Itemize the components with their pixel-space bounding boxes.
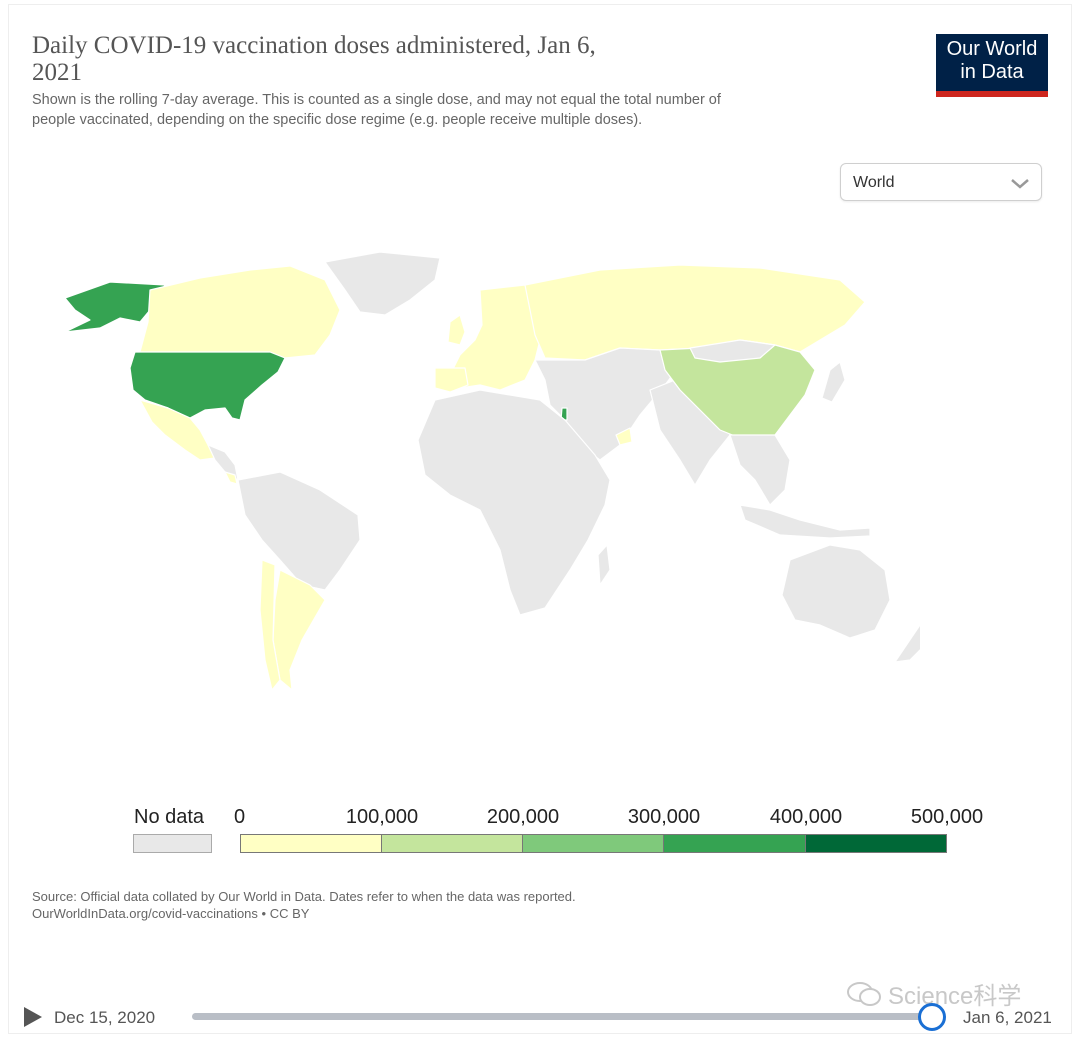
legend-tick-0: 0 <box>234 806 246 828</box>
source-line: Source: Official data collated by Our Wo… <box>32 889 576 904</box>
country-greenland[interactable] <box>324 251 441 316</box>
region-select[interactable]: World <box>840 163 1042 201</box>
country-indonesia[interactable] <box>739 504 871 539</box>
country-israel[interactable] <box>560 407 568 421</box>
country-africa[interactable] <box>417 389 611 616</box>
timeline-start-label: Dec 15, 2020 <box>54 1008 156 1027</box>
country-usa-alaska[interactable] <box>64 281 166 333</box>
legend-bin-3[interactable] <box>522 834 664 853</box>
country-mongolia[interactable] <box>689 339 776 363</box>
country-south-america-north[interactable] <box>237 471 361 591</box>
source-link[interactable]: OurWorldInData.org/covid-vaccinations • … <box>32 905 310 921</box>
country-madagascar[interactable] <box>597 544 611 586</box>
legend-tick-300000: 300,000 <box>627 806 701 828</box>
timeline-handle[interactable] <box>918 1003 946 1031</box>
country-usa[interactable] <box>129 351 286 421</box>
legend-no-data-swatch <box>133 834 212 853</box>
map-legend: No data 0 100,000 200,000 300,000 400,00… <box>0 800 1080 860</box>
country-costa-rica[interactable] <box>224 471 238 485</box>
timeline-end-label: Jan 6, 2021 <box>963 1008 1052 1027</box>
chart-title: Daily COVID-19 vaccination doses adminis… <box>32 32 596 86</box>
country-japan[interactable] <box>821 361 846 403</box>
watermark: Science科学 <box>846 976 1021 1011</box>
owid-logo[interactable]: Our World in Data <box>936 34 1048 97</box>
country-uae[interactable] <box>615 427 633 446</box>
country-russia[interactable] <box>524 264 866 361</box>
legend-tick-400000: 400,000 <box>769 806 843 828</box>
country-canada[interactable] <box>139 265 341 359</box>
timeline-track[interactable] <box>192 1013 932 1020</box>
logo-line2: in Data <box>960 61 1024 83</box>
timeline: Dec 15, 2020 Jan 6, 2021 <box>0 998 1080 1038</box>
logo-line1: Our World <box>946 38 1038 60</box>
country-united-kingdom[interactable] <box>447 314 466 346</box>
chart-frame <box>8 4 1072 1034</box>
country-chile[interactable] <box>259 559 281 691</box>
legend-no-data-label: No data <box>134 806 205 828</box>
source-note: Source: Official data collated by Our Wo… <box>32 889 732 922</box>
legend-bin-1[interactable] <box>240 834 382 853</box>
legend-tick-100000: 100,000 <box>345 806 419 828</box>
chevron-down-icon <box>1011 179 1029 189</box>
logo-accent-bar <box>936 91 1048 97</box>
country-southeast-asia[interactable] <box>729 434 791 506</box>
play-icon[interactable] <box>24 1007 42 1027</box>
world-map <box>64 251 920 691</box>
country-spain[interactable] <box>434 367 469 393</box>
wechat-icon <box>847 981 881 1006</box>
region-select-value: World <box>853 174 895 191</box>
country-australia[interactable] <box>781 544 891 639</box>
chart-subtitle: Shown is the rolling 7-day average. This… <box>32 92 721 128</box>
legend-tick-500000: 500,000 <box>910 806 984 828</box>
watermark-text: Science科学 <box>888 983 1022 1010</box>
legend-bin-2[interactable] <box>381 834 523 853</box>
country-new-zealand[interactable] <box>894 624 920 663</box>
legend-bin-5[interactable] <box>805 834 947 853</box>
legend-tick-200000: 200,000 <box>486 806 560 828</box>
legend-bin-4[interactable] <box>663 834 806 853</box>
